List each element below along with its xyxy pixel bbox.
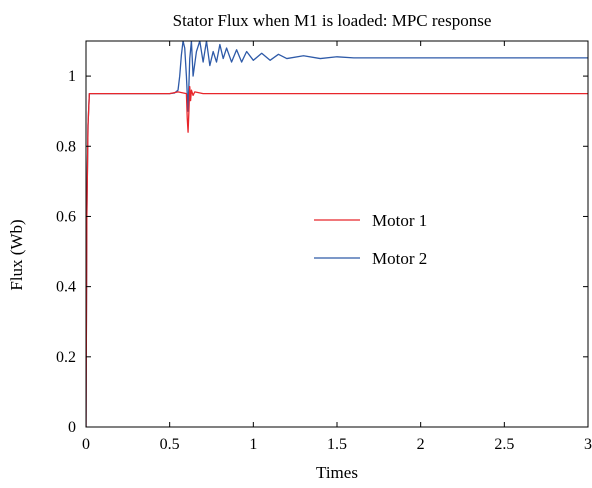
plot-frame: [85, 40, 589, 428]
y-tick-label: 0.4: [56, 279, 76, 296]
series-line-motor-1: [86, 85, 588, 427]
legend-label: Motor 1: [372, 211, 427, 230]
x-tick-label: 0: [82, 436, 90, 453]
y-axis: 0 0.2 0.4 0.6 0.8 1: [56, 68, 588, 436]
x-axis-title: Times: [316, 463, 358, 482]
x-axis: 0 0.5 1 1.5 2 2.5 3: [82, 41, 592, 453]
series-line-motor-2: [86, 41, 588, 427]
series-layer: [86, 41, 588, 427]
y-axis-title: Flux (Wb): [7, 219, 26, 290]
y-tick-label: 0.8: [56, 138, 76, 155]
chart-title: Stator Flux when M1 is loaded: MPC respo…: [173, 11, 492, 30]
x-tick-label: 1.5: [327, 436, 347, 453]
y-tick-label: 1: [68, 68, 76, 85]
y-tick-label: 0: [68, 419, 76, 436]
x-tick-label: 2: [417, 436, 425, 453]
x-tick-label: 0.5: [160, 436, 180, 453]
x-tick-label: 2.5: [494, 436, 514, 453]
y-tick-label: 0.6: [56, 208, 76, 225]
x-tick-label: 1: [249, 436, 257, 453]
y-tick-label: 0.2: [56, 349, 76, 366]
legend-label: Motor 2: [372, 249, 427, 268]
legend: Motor 1 Motor 2: [314, 211, 427, 268]
x-tick-label: 3: [584, 436, 592, 453]
